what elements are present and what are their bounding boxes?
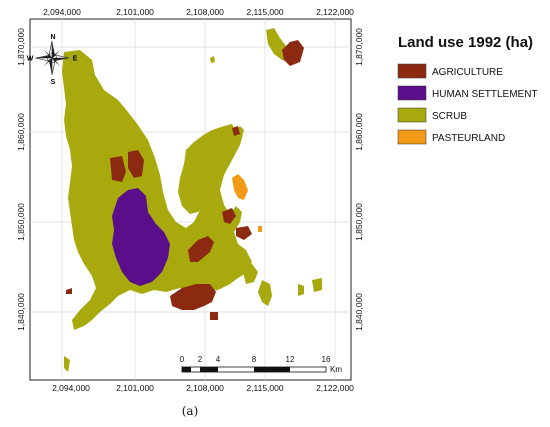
scale-label: 2 (198, 355, 203, 364)
scale-label: 16 (322, 355, 331, 364)
x-tick-label: 2,101,000 (116, 7, 154, 17)
x-axis-top: 2,094,000 2,101,000 2,108,000 2,115,000 … (43, 7, 354, 17)
compass-s-label: S (51, 79, 56, 86)
agriculture-parcel-10 (210, 312, 218, 320)
agriculture-parcel-6 (222, 208, 236, 224)
scrub-patch-e3 (312, 278, 322, 292)
scrub-patch-e2 (298, 284, 304, 296)
scale-label: 0 (180, 355, 185, 364)
legend: Land use 1992 (ha) AGRICULTURE HUMAN SET… (397, 34, 538, 145)
pastureland-parcel (232, 174, 248, 200)
x-tick-label: 2,094,000 (43, 7, 81, 17)
x-tick-label: 2,122,000 (316, 383, 354, 393)
x-axis-bottom: 2,094,000 2,101,000 2,108,000 2,115,000 … (52, 383, 354, 393)
scrub-region-east (178, 124, 236, 214)
y-tick-label: 1,860,000 (354, 113, 364, 151)
agriculture-parcel-3 (170, 284, 216, 310)
y-axis-left: 1,870,000 1,860,000 1,850,000 1,840,000 (16, 28, 26, 331)
scrub-region-main (62, 50, 252, 330)
y-tick-label: 1,850,000 (16, 203, 26, 241)
agriculture-parcel-7 (236, 226, 252, 240)
agriculture-parcel-4 (188, 236, 214, 262)
scrub-patch-nw (210, 56, 215, 63)
y-tick-label: 1,840,000 (16, 293, 26, 331)
compass-w-label: W (27, 56, 34, 63)
agriculture-parcel-8 (232, 126, 240, 136)
y-axis-right: 1,870,000 1,860,000 1,850,000 1,840,000 (354, 28, 364, 331)
compass-rose-icon: N S E W (27, 34, 78, 86)
legend-swatch-scrub (397, 107, 427, 123)
human-settlement-area (112, 188, 170, 286)
pastureland-parcel-small (258, 226, 262, 232)
agriculture-parcel-2 (128, 150, 144, 178)
compass-n-label: N (50, 34, 55, 41)
scrub-patch-e1 (258, 280, 272, 306)
scale-label: 12 (286, 355, 295, 364)
y-tick-label: 1,870,000 (354, 28, 364, 66)
compass-e-label: E (73, 56, 78, 63)
x-tick-label: 2,094,000 (52, 383, 90, 393)
agriculture-parcel-5 (282, 40, 304, 66)
legend-swatch-pastureland (397, 129, 427, 145)
x-tick-label: 2,108,000 (186, 7, 224, 17)
scale-unit: Km (330, 365, 342, 374)
x-tick-label: 2,115,000 (246, 383, 283, 393)
agriculture-parcel-1 (110, 156, 126, 182)
y-tick-label: 1,860,000 (16, 113, 26, 151)
y-tick-label: 1,870,000 (16, 28, 26, 66)
legend-swatch-human-settlement (397, 85, 427, 101)
legend-label: AGRICULTURE (432, 67, 503, 78)
scale-label: 4 (216, 355, 221, 364)
x-tick-label: 2,108,000 (186, 383, 224, 393)
legend-title: Land use 1992 (ha) (398, 34, 533, 51)
legend-label: HUMAN SETTLEMENT (432, 89, 538, 100)
scale-label: 8 (252, 355, 257, 364)
scrub-patch-sw (64, 356, 70, 372)
legend-label: SCRUB (432, 111, 467, 122)
scale-bar: 0 2 4 8 12 16 Km (180, 355, 343, 374)
legend-swatch-agriculture (397, 63, 427, 79)
figure-caption: (a) (182, 404, 199, 418)
y-tick-label: 1,840,000 (354, 293, 364, 331)
scrub-patch-w (72, 196, 80, 206)
x-tick-label: 2,122,000 (316, 7, 354, 17)
agriculture-parcel-9 (66, 288, 72, 294)
scrub-patch-e4 (242, 264, 258, 284)
x-tick-label: 2,101,000 (116, 383, 154, 393)
land-use-polygons (62, 28, 322, 372)
legend-label: PASTEURLAND (432, 133, 505, 144)
y-tick-label: 1,850,000 (354, 203, 364, 241)
x-tick-label: 2,115,000 (246, 7, 283, 17)
